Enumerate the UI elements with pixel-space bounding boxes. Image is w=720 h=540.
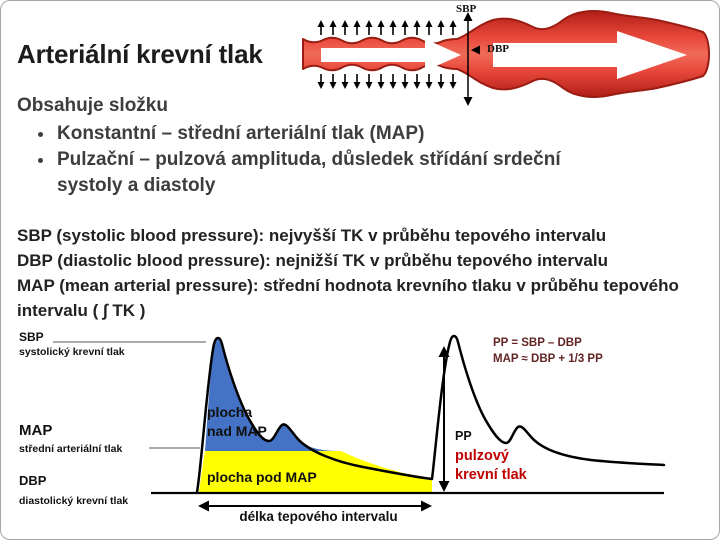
label-sbp-sub: systolický krevní tlak xyxy=(19,346,125,358)
label-sbp: SBP xyxy=(19,330,44,344)
area-above-map xyxy=(205,337,341,451)
formula-map: MAP ≈ DBP + 1/3 PP xyxy=(493,353,603,365)
label-map: MAP xyxy=(19,422,53,439)
area-below-map xyxy=(199,451,432,492)
area-above-label: plocha nad MAP xyxy=(207,404,267,439)
blood-flow-arrow-small xyxy=(321,39,461,71)
artery-dbp-label: DBP xyxy=(487,43,509,55)
definition-map: MAP (mean arterial pressure): střední ho… xyxy=(17,276,679,320)
artery-sbp-label: SBP xyxy=(456,3,477,15)
artery-illustration xyxy=(302,10,710,106)
amplitude-double-arrow-icon xyxy=(463,12,473,106)
pp-double-arrow-icon xyxy=(438,346,450,492)
blood-flow-arrow-large xyxy=(493,31,687,79)
pp-label: PP xyxy=(455,429,472,443)
bullet-item: Konstantní – střední arteriální tlak (MA… xyxy=(55,121,582,147)
pressure-waveform xyxy=(195,334,666,494)
formula-pp: PP = SBP – DBP xyxy=(493,337,582,349)
axis-label: délka tepového intervalu xyxy=(239,509,398,524)
bullet-item: Pulzační – pulzová amplituda, důsledek s… xyxy=(55,147,582,199)
bullet-list: Konstantní – střední arteriální tlak (MA… xyxy=(17,121,582,199)
area-below-label: plocha pod MAP xyxy=(207,469,317,485)
label-dbp: DBP xyxy=(19,473,47,488)
label-dbp-sub: diastolický krevní tlak xyxy=(19,495,129,507)
pulse-pressure-label: pulzový krevní tlak xyxy=(455,448,527,483)
definition-dbp: DBP (diastolic blood pressure): nejnižší… xyxy=(17,251,608,270)
intro-text: Obsahuje složku xyxy=(17,95,168,116)
definitions-block: SBP (systolic blood pressure): nejvyšší … xyxy=(17,223,709,323)
dbp-pointer-icon xyxy=(471,45,480,55)
pulsation-arrows-up-icon xyxy=(316,19,458,36)
composition-block: Obsahuje složku Konstantní – střední art… xyxy=(17,93,582,199)
pressure-curve-diagram xyxy=(53,334,666,512)
formulas-block: PP = SBP – DBP MAP ≈ DBP + 1/3 PP xyxy=(493,335,603,367)
definition-sbp: SBP (systolic blood pressure): nejvyšší … xyxy=(17,226,607,245)
pulsation-arrows-down-icon xyxy=(316,73,458,90)
page-title: Arteriální krevní tlak xyxy=(17,39,263,69)
interval-double-arrow-icon xyxy=(198,500,432,512)
label-map-sub: střední arteriální tlak xyxy=(19,443,123,455)
